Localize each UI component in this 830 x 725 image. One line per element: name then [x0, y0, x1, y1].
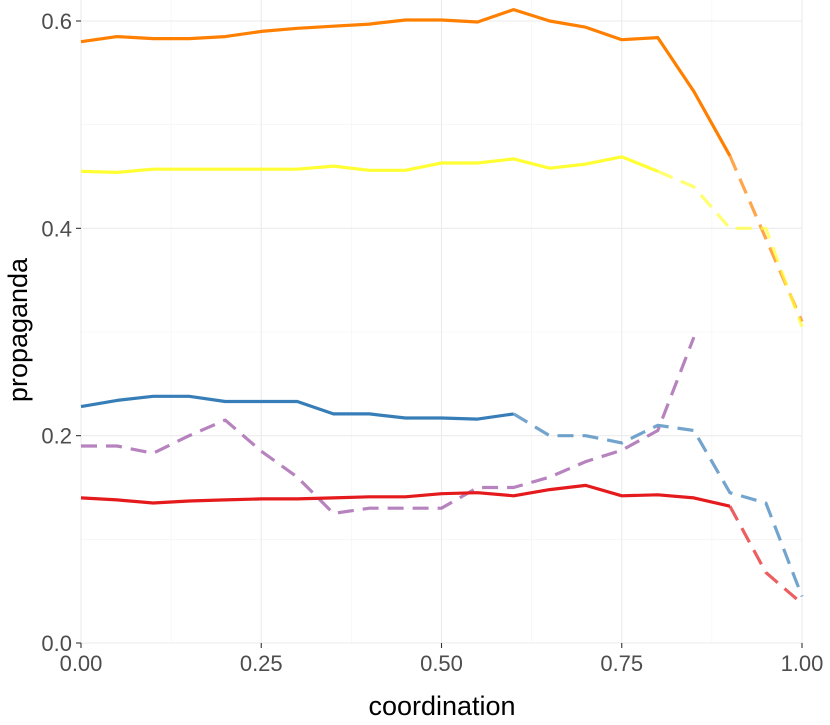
series-line-dashed-5: [728, 505, 804, 605]
series-line-dashed-4: [81, 336, 696, 515]
series-line-solid-5: [80, 483, 731, 508]
x-tick-label: 1.00: [781, 651, 824, 676]
y-tick-label: 0.6: [41, 9, 72, 34]
x-axis-title: coordination: [368, 691, 515, 721]
axes: 0.00 0.25 0.50 0.75 1.00 0.0 0.2 0.4 0.6: [41, 9, 823, 676]
y-axis-title: propaganda: [3, 257, 33, 402]
y-tick-label: 0.4: [41, 216, 72, 241]
series-line-dashed-2: [657, 169, 804, 328]
x-tick-label: 0.25: [240, 651, 283, 676]
series-lines: [80, 8, 804, 605]
x-tick-label: 0.00: [60, 651, 103, 676]
series-line-solid-3: [80, 394, 514, 421]
series-line-solid-1: [80, 8, 732, 157]
series-line-dashed-3: [512, 412, 804, 597]
x-tick-label: 0.50: [420, 651, 463, 676]
grid: [80, 0, 803, 644]
series-line-solid-2: [80, 155, 659, 174]
y-tick-label: 0.2: [41, 424, 72, 449]
y-tick-label: 0.0: [41, 631, 72, 656]
x-tick-label: 0.75: [600, 651, 643, 676]
